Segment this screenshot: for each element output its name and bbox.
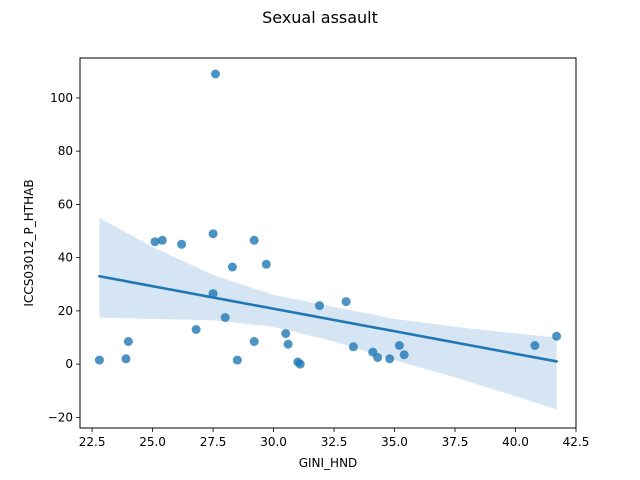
data-point [249,235,259,245]
data-point [281,329,291,338]
plot-frame [79,57,577,429]
data-point [157,235,167,245]
chart-title: Sexual assault [262,8,378,27]
data-point [191,325,201,334]
data-point [385,354,395,364]
x-tick-label: 35.0 [381,435,408,449]
x-axis-label: GINI_HND [299,456,358,470]
data-point [211,69,220,79]
data-point [552,331,562,341]
x-tick-label: 37.5 [442,435,469,449]
y-tick-label: 0 [65,357,73,371]
x-axis-ticks: 22.5 25.0 27.5 30.0 32.5 35.0 37.5 40.0 42.5 [79,428,590,449]
x-tick-label: 25.0 [139,435,166,449]
x-tick-label: 30.0 [260,435,287,449]
data-point [394,341,404,350]
data-point [227,262,237,272]
data-point [283,339,293,349]
data-point [208,229,218,239]
y-axis-label: ICCS03012_P_HTHAB [22,179,36,306]
data-point [341,297,351,307]
data-point [348,342,358,352]
data-point [220,313,230,322]
data-points [94,69,562,369]
regression-line [98,274,558,363]
data-point [150,237,160,247]
data-point [373,353,383,362]
x-tick-label: 32.5 [321,435,348,449]
data-point [232,355,242,365]
y-tick-label: 100 [50,91,73,105]
y-tick-label: −20 [48,410,73,424]
data-point [261,259,271,269]
y-axis-ticks: −20 0 20 40 60 80 100 [48,91,80,424]
data-point [121,354,131,364]
y-tick-label: 80 [58,144,73,158]
x-tick-label: 27.5 [200,435,227,449]
data-point [94,355,104,365]
data-point [530,341,540,350]
data-point [295,359,305,369]
data-point [399,350,409,360]
x-tick-label: 42.5 [563,435,590,449]
data-point [123,337,133,346]
data-point [177,239,187,249]
data-point [249,337,259,346]
x-tick-label: 40.0 [502,435,529,449]
y-tick-label: 40 [58,251,73,265]
y-tick-label: 60 [58,197,73,211]
confidence-band [99,217,557,410]
x-tick-label: 22.5 [79,435,106,449]
data-point [315,301,324,311]
y-tick-label: 20 [58,304,73,318]
